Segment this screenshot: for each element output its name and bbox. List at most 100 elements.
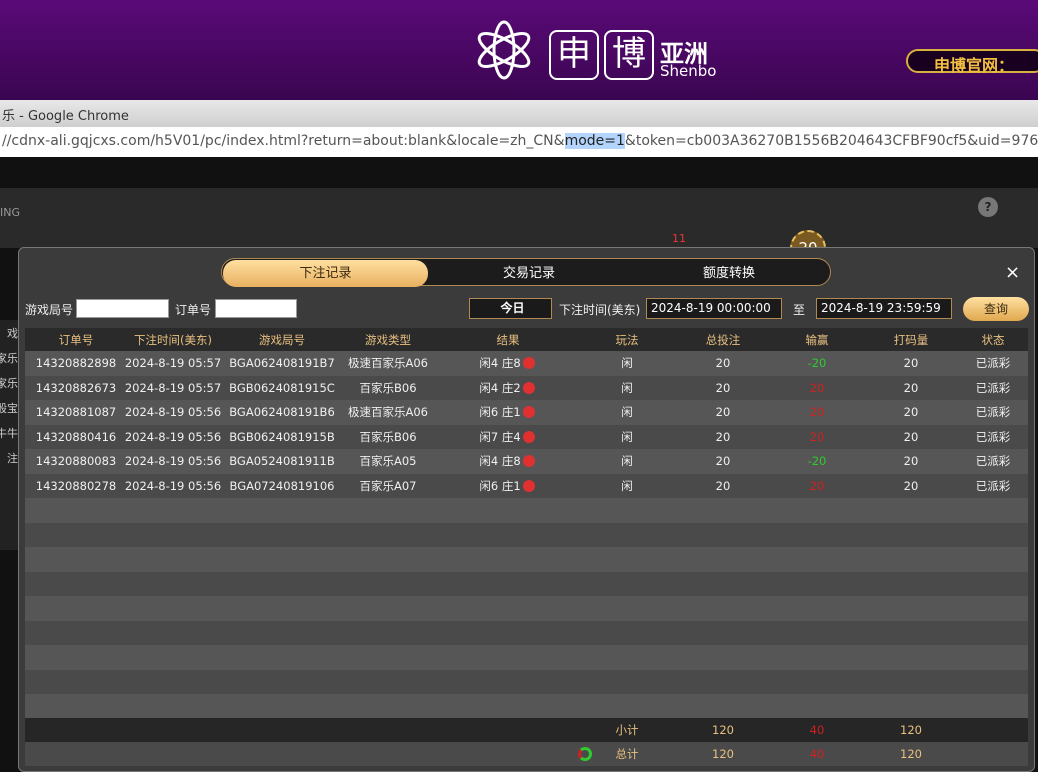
- filter-label: 至: [793, 303, 806, 317]
- cell: 20: [903, 380, 919, 395]
- cell: 2024-8-19 05:56: [124, 478, 222, 493]
- url-text: &token=cb003A36270B1556B204643CFBF90cf5&…: [624, 133, 1038, 149]
- column-header: 结果: [496, 333, 520, 347]
- empty-row: [25, 498, 1028, 523]
- cell: 2024-8-19 05:56: [124, 405, 222, 419]
- cell: 闲: [621, 478, 633, 493]
- cell: 2024-8-19 05:57: [124, 380, 222, 395]
- summary-label: 总计: [615, 747, 639, 761]
- cell: 百家乐B06: [359, 380, 417, 395]
- result-video-icon[interactable]: [523, 479, 535, 492]
- empty-row: [25, 645, 1028, 670]
- side-item: 家乐: [0, 377, 18, 390]
- cell: -20: [807, 454, 827, 468]
- empty-row: [25, 669, 1028, 694]
- cell: 20: [903, 454, 919, 468]
- cell: 20: [903, 405, 919, 419]
- cell: 20: [715, 429, 731, 444]
- cell: 闲: [621, 429, 633, 444]
- table-row: 14320880278 2024-8-19 05:56 BGA07240819106…: [25, 473, 1028, 498]
- cell: 20: [809, 478, 825, 493]
- empty-row: [25, 596, 1028, 621]
- cell: BGA07240819106: [229, 478, 335, 493]
- filter-label: 游戏局号: [25, 303, 74, 317]
- cell: BGA0524081911B: [229, 454, 335, 468]
- summary-label: 小计: [615, 723, 639, 737]
- tab[interactable]: 额度转换: [702, 266, 755, 281]
- side-item: 骰宝: [0, 402, 18, 415]
- column-header: 打码量: [893, 333, 929, 347]
- summary-value: 120: [712, 747, 734, 761]
- column-header: 下注时间(美东): [134, 333, 212, 347]
- result-video-icon[interactable]: [523, 455, 535, 467]
- start-select[interactable]: 2024-8-19 00:00:00: [646, 298, 782, 319]
- address-bar[interactable]: //cdnx-ali.gqjcxs.com/h5V01/pc/index.htm…: [0, 127, 1038, 157]
- cell: 闲4 庄8: [479, 454, 521, 468]
- logo-cn: 亚洲: [660, 40, 708, 68]
- brand-fragment: ING: [0, 206, 20, 219]
- column-header: 游戏类型: [365, 333, 411, 347]
- cell: 14320882898: [35, 356, 117, 370]
- cell: 20: [715, 356, 731, 370]
- end-select[interactable]: 2024-8-19 23:59:59: [816, 298, 952, 319]
- cell: BGA062408191B7: [229, 356, 335, 370]
- cell: 极速百家乐A06: [348, 356, 428, 370]
- column-header: 输赢: [805, 333, 829, 347]
- filter-label: 下注时间(美东): [559, 303, 641, 317]
- side-item: 牛牛: [0, 427, 18, 440]
- cell: 已派彩: [975, 405, 1011, 419]
- cell: 百家乐B06: [359, 429, 417, 444]
- side-menu: 戏家乐 家乐 骰宝 牛牛注: [0, 320, 18, 550]
- tab-active[interactable]: 下注记录: [223, 260, 428, 287]
- cell: 极速百家乐A06: [348, 405, 428, 419]
- column-header: 玩法: [615, 333, 639, 347]
- period-select[interactable]: 今日: [469, 298, 552, 319]
- query-button[interactable]: 查询: [963, 297, 1029, 321]
- tab[interactable]: 交易记录: [502, 266, 555, 281]
- cell: 20: [809, 380, 825, 395]
- result-video-icon[interactable]: [523, 406, 535, 418]
- result-video-icon[interactable]: [523, 357, 535, 369]
- summary-value: 120: [900, 747, 922, 761]
- cell: BGA062408191B6: [229, 405, 335, 419]
- refresh-icon[interactable]: [578, 747, 592, 761]
- cell: 闲: [621, 356, 633, 370]
- cell: 20: [809, 429, 825, 444]
- cell: 闲7 庄4: [479, 429, 521, 444]
- cell: 20: [903, 356, 919, 370]
- table-row: 14320880416 2024-8-19 05:56 BGB0624081915B…: [25, 424, 1028, 449]
- cell: 14320880416: [35, 429, 117, 444]
- cell: 已派彩: [975, 454, 1011, 468]
- cell: 20: [903, 429, 919, 444]
- side-item: 注: [7, 452, 18, 465]
- table-row: 14320880083 2024-8-19 05:56 BGA0524081911B…: [25, 449, 1028, 474]
- cell: 已派彩: [975, 429, 1011, 444]
- empty-row: [25, 571, 1028, 596]
- order-input[interactable]: [215, 299, 297, 318]
- help-icon[interactable]: ?: [978, 197, 998, 217]
- result-video-icon[interactable]: [523, 430, 535, 443]
- logo-flower: [477, 20, 531, 80]
- table-header: [25, 328, 1028, 351]
- background-nav: ING 11 20 ?: [0, 188, 1038, 266]
- cell: 2024-8-19 05:56: [124, 429, 222, 444]
- cell: 闲6 庄1: [479, 405, 521, 419]
- cell: BGB0624081915B: [229, 429, 335, 444]
- round-input[interactable]: [76, 299, 169, 318]
- table-row: 14320882673 2024-8-19 05:57 BGB0624081915C…: [25, 375, 1028, 400]
- side-item: 戏: [7, 327, 18, 340]
- cell: 闲4 庄8: [479, 356, 521, 370]
- summary-value: 120: [900, 723, 922, 737]
- close-button[interactable]: ×: [1005, 262, 1021, 283]
- cell: 闲4 庄2: [479, 380, 521, 395]
- url-selection: mode=1: [564, 133, 625, 149]
- column-header: 订单号: [58, 333, 94, 347]
- result-video-icon[interactable]: [523, 381, 535, 394]
- cell: 闲: [621, 454, 633, 468]
- column-header: 状态: [981, 333, 1005, 347]
- cell: 闲6 庄1: [479, 478, 521, 493]
- cell: 闲: [621, 405, 633, 419]
- banner: 申 博 亚洲 Shenbo 申博官网：: [0, 0, 1038, 100]
- bet-record-dialog: 下注记录 交易记录 额度转换 × 游戏局号 订单号 今日 下注时间(美东) 20…: [18, 247, 1035, 772]
